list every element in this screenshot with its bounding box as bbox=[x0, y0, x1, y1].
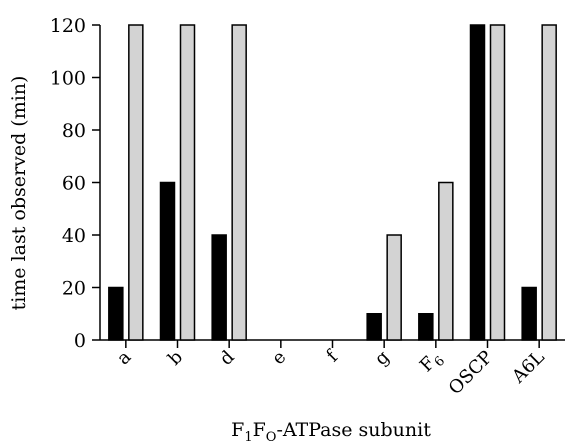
y-tick-label: 0 bbox=[74, 330, 86, 352]
bar-series1-g bbox=[366, 313, 382, 341]
bar-series1-b bbox=[159, 181, 176, 341]
y-tick-label: 120 bbox=[50, 15, 86, 37]
x-tick-label: d bbox=[216, 347, 239, 370]
y-axis: 0 20 40 60 80 100 120 bbox=[50, 15, 101, 352]
x-tick-label: b bbox=[164, 347, 187, 370]
x-tick-label: OSCP bbox=[445, 347, 497, 399]
bar-series2-A6L bbox=[541, 24, 557, 341]
bar-series1-A6L bbox=[521, 286, 537, 341]
y-tick-label: 20 bbox=[62, 278, 86, 300]
x-tick-label: e bbox=[268, 347, 290, 369]
x-tick-label: f bbox=[322, 346, 343, 367]
x-tick-label: a bbox=[113, 346, 136, 369]
x-tick-label: F6 bbox=[416, 347, 448, 379]
x-tick-label: g bbox=[371, 347, 394, 370]
x-tick-label: A6L bbox=[507, 347, 548, 388]
bar-series2-b bbox=[179, 24, 196, 341]
y-tick-label: 60 bbox=[62, 173, 86, 195]
bar-series2-F6 bbox=[438, 181, 454, 341]
y-tick-label: 100 bbox=[50, 68, 86, 90]
bar-series1-OSCP bbox=[469, 24, 486, 341]
bar-series2-d bbox=[231, 24, 247, 341]
x-axis-title: F1FO-ATPase subunit bbox=[231, 419, 431, 444]
y-tick-label: 40 bbox=[62, 225, 86, 247]
bar-series1-F6 bbox=[418, 313, 434, 341]
bars bbox=[108, 24, 557, 341]
bar-series2-a bbox=[128, 24, 144, 341]
bar-series1-d bbox=[211, 234, 227, 341]
y-axis-title: time last observed (min) bbox=[8, 76, 30, 311]
bar-series2-OSCP bbox=[489, 24, 506, 341]
y-tick-label: 80 bbox=[62, 120, 86, 142]
bar-series1-a bbox=[108, 286, 124, 341]
bar-series2-g bbox=[386, 234, 402, 341]
